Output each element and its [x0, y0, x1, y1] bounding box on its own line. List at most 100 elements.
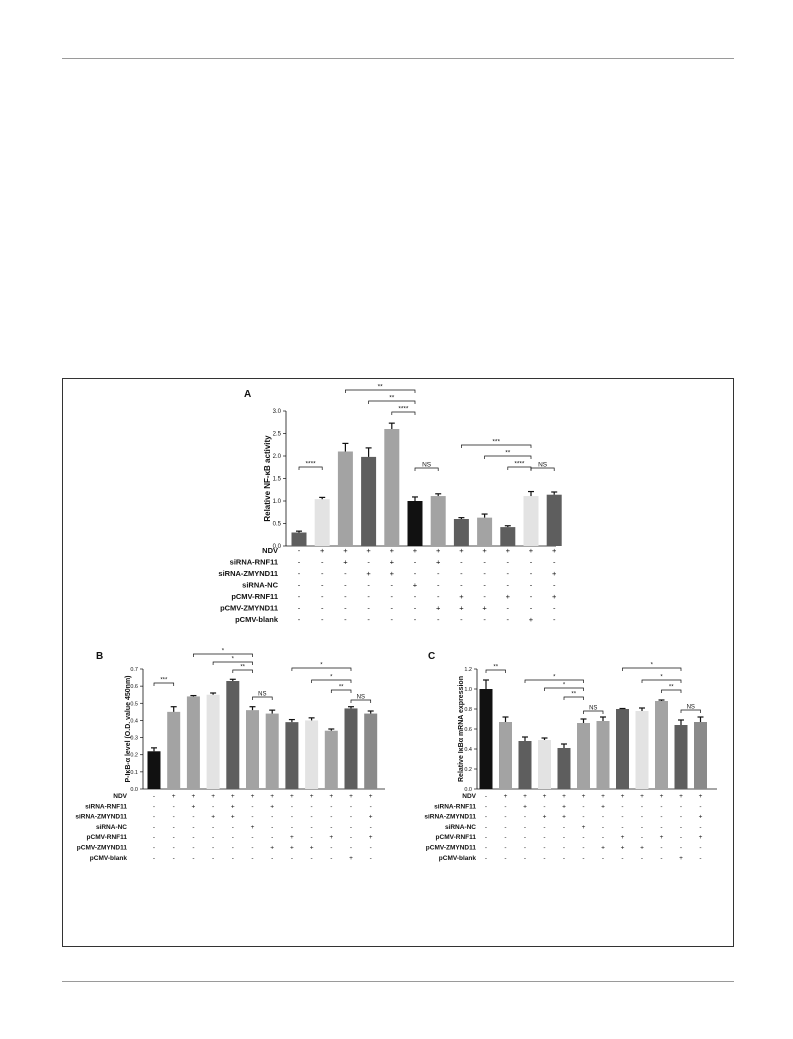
- condition-sign: +: [506, 592, 511, 601]
- condition-sign: +: [482, 604, 487, 613]
- condition-sign: -: [350, 814, 352, 821]
- condition-sign: +: [459, 604, 464, 613]
- condition-sign: -: [311, 834, 313, 841]
- bar: [430, 496, 446, 546]
- condition-sign: -: [563, 845, 565, 852]
- top-rule: [62, 58, 734, 59]
- condition-sign: -: [173, 814, 175, 821]
- condition-sign: -: [524, 814, 526, 821]
- condition-sign: -: [291, 824, 293, 831]
- panel-label-a: A: [244, 389, 252, 400]
- condition-sign: -: [153, 824, 155, 831]
- condition-sign: -: [251, 855, 253, 862]
- condition-sign: +: [621, 834, 625, 841]
- condition-sign: -: [507, 581, 510, 590]
- condition-sign: -: [602, 834, 604, 841]
- y-tick-label: 0.6: [130, 684, 138, 690]
- condition-label: siRNA-RNF11: [85, 803, 127, 810]
- y-tick-label: 0.0: [130, 787, 138, 793]
- condition-sign: -: [641, 824, 643, 831]
- condition-sign: -: [602, 855, 604, 862]
- condition-sign: -: [192, 845, 194, 852]
- condition-sign: -: [414, 615, 417, 624]
- condition-sign: +: [562, 814, 566, 821]
- significance-bracket: [153, 682, 175, 686]
- condition-sign: -: [391, 581, 394, 590]
- y-tick-label: 2.0: [273, 454, 282, 460]
- condition-sign: -: [212, 824, 214, 831]
- condition-sign: -: [153, 834, 155, 841]
- condition-sign: -: [173, 855, 175, 862]
- y-tick-label: 0.3: [130, 736, 138, 742]
- significance-bracket: [563, 696, 584, 700]
- condition-sign: +: [413, 581, 418, 590]
- y-tick-label: 1.5: [273, 477, 282, 483]
- condition-sign: -: [271, 834, 273, 841]
- y-tick-label: 0.5: [273, 522, 282, 528]
- condition-sign: -: [621, 803, 623, 810]
- bar: [167, 711, 181, 789]
- condition-sign: +: [270, 793, 274, 800]
- condition-sign: +: [543, 793, 547, 800]
- condition-sign: -: [437, 592, 440, 601]
- significance-bracket: [345, 389, 416, 393]
- condition-sign: -: [350, 845, 352, 852]
- condition-sign: +: [552, 592, 557, 601]
- y-tick-label: 0.0: [464, 787, 472, 793]
- condition-sign: +: [699, 834, 703, 841]
- bar: [314, 499, 330, 546]
- condition-sign: +: [290, 834, 294, 841]
- significance-label: *: [320, 663, 323, 669]
- condition-sign: +: [329, 793, 333, 800]
- condition-label: pCMV-RNF11: [436, 834, 477, 841]
- figure-frame: [62, 378, 734, 947]
- condition-sign: -: [660, 814, 662, 821]
- condition-sign: +: [562, 803, 566, 810]
- condition-sign: -: [680, 845, 682, 852]
- significance-bracket: [461, 444, 532, 448]
- bar: [635, 711, 649, 789]
- bar: [557, 748, 571, 789]
- condition-sign: +: [290, 845, 294, 852]
- condition-sign: +: [699, 814, 703, 821]
- y-tick-label: 1.2: [464, 667, 472, 673]
- condition-sign: -: [483, 569, 486, 578]
- condition-sign: -: [507, 615, 510, 624]
- condition-sign: -: [641, 834, 643, 841]
- condition-sign: -: [543, 845, 545, 852]
- y-tick-label: 2.5: [273, 432, 282, 438]
- significance-bracket: [368, 400, 416, 404]
- significance-bracket: [391, 411, 416, 415]
- significance-bracket: [680, 709, 701, 713]
- significance-label: ****: [306, 461, 317, 468]
- condition-sign: -: [232, 845, 234, 852]
- significance-bracket: [350, 699, 372, 703]
- condition-sign: -: [344, 615, 347, 624]
- condition-sign: +: [310, 845, 314, 852]
- condition-sign: -: [321, 558, 324, 567]
- condition-sign: -: [524, 834, 526, 841]
- bar: [479, 689, 493, 789]
- condition-sign: -: [330, 824, 332, 831]
- condition-sign: -: [330, 845, 332, 852]
- condition-sign: -: [485, 824, 487, 831]
- condition-label: pCMV-RNF11: [231, 592, 278, 601]
- significance-label: **: [389, 395, 395, 402]
- condition-sign: -: [192, 824, 194, 831]
- condition-sign: +: [413, 546, 418, 555]
- condition-sign: -: [437, 581, 440, 590]
- significance-label: NS: [422, 462, 432, 469]
- condition-sign: +: [504, 793, 508, 800]
- bar: [265, 713, 279, 789]
- significance-bracket: [544, 687, 584, 691]
- condition-sign: -: [504, 803, 506, 810]
- significance-label: *: [330, 675, 333, 681]
- significance-label: **: [571, 692, 576, 698]
- y-tick-label: 0.0: [273, 544, 282, 550]
- condition-sign: -: [251, 845, 253, 852]
- condition-sign: -: [485, 855, 487, 862]
- condition-sign: -: [153, 793, 155, 800]
- y-tick-label: 1.0: [464, 687, 472, 693]
- condition-sign: +: [192, 803, 196, 810]
